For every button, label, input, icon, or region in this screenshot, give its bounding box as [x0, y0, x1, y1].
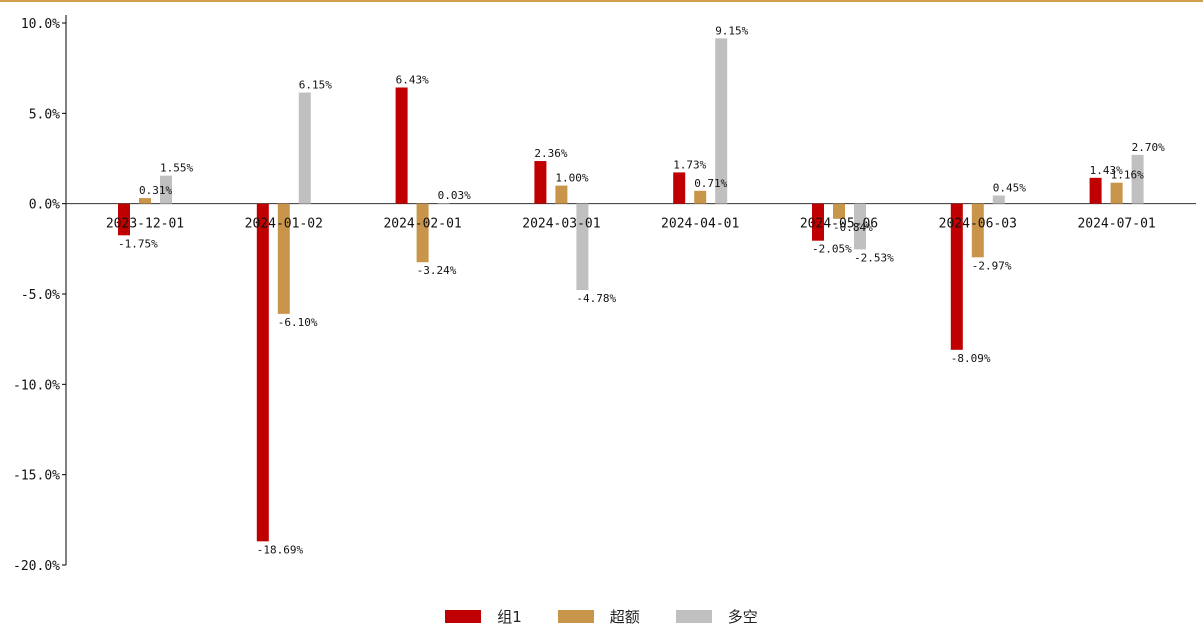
- data-label: 6.15%: [299, 79, 332, 92]
- data-label: 0.31%: [139, 184, 172, 197]
- data-label: -4.78%: [576, 292, 616, 305]
- axes: 10.0% 5.0% 0.0% -5.0% -10.0% -15.0% -20.0%: [13, 15, 1196, 574]
- legend-item-series-2: 超额: [557, 606, 640, 627]
- bar-1-2024-07-01: [1089, 177, 1102, 204]
- bar-2-2023-12-01: [139, 198, 151, 204]
- bar-1-2024-06-03: [950, 203, 963, 350]
- data-labels: -1.75% 0.31% 1.55% -18.69% -6.10% 6.15% 6.43% -…: [118, 24, 1165, 556]
- bar-3-2024-01-02: [298, 92, 311, 204]
- legend-label-series-2: 超额: [609, 607, 640, 626]
- data-label: 6.43%: [396, 73, 429, 86]
- category-labels: 2023-12-01 2024-01-02 2024-02-01 2024-03-01…: [106, 217, 1156, 232]
- y-tick-label: 10.0%: [21, 17, 60, 32]
- bar-1-2024-02-01: [395, 87, 408, 204]
- x-category-label: 2024-03-01: [522, 217, 600, 232]
- data-label: -0.84%: [833, 221, 873, 234]
- data-label: 1.73%: [673, 158, 706, 171]
- bar-3-2024-02-01: [437, 203, 450, 204]
- legend-item-series-3: 多空: [675, 606, 758, 627]
- x-category-label: 2024-04-01: [661, 217, 739, 232]
- legend-label-series-1: 组1: [497, 607, 522, 626]
- data-label: 1.16%: [1111, 169, 1144, 182]
- data-label: -2.97%: [972, 259, 1012, 272]
- bars-group: [118, 38, 1144, 542]
- data-label: 1.55%: [160, 162, 193, 175]
- bar-2-2024-01-02: [277, 203, 290, 314]
- data-label: 1.00%: [555, 172, 588, 185]
- legend-item-series-1: 组1: [445, 606, 522, 627]
- bar-3-2024-07-01: [1131, 154, 1144, 204]
- data-label: -2.53%: [854, 251, 894, 264]
- legend: 组1 超额 多空: [0, 604, 1203, 628]
- data-label: 2.36%: [534, 147, 567, 160]
- bar-3-2023-12-01: [160, 175, 172, 204]
- bar-3-2024-04-01: [715, 38, 728, 204]
- legend-label-series-3: 多空: [727, 607, 758, 626]
- data-label: 1.43%: [1090, 164, 1123, 177]
- bar-2-2024-05-06: [833, 203, 845, 219]
- data-label: 0.71%: [694, 177, 727, 190]
- x-category-label: 2023-12-01: [106, 217, 184, 232]
- data-label: -8.09%: [951, 352, 991, 365]
- y-tick-label: -5.0%: [21, 288, 60, 303]
- top-rule: [0, 0, 1203, 2]
- y-tick-label: -20.0%: [13, 559, 60, 574]
- y-tick-label: -10.0%: [13, 378, 60, 393]
- x-category-label: 2024-02-01: [383, 217, 461, 232]
- bar-2-2024-06-03: [971, 203, 984, 258]
- bar-chart: 10.0% 5.0% 0.0% -5.0% -10.0% -15.0% -20.0% 202…: [13, 15, 1196, 574]
- bar-2-2024-04-01: [694, 190, 707, 204]
- bar-1-2024-04-01: [673, 172, 686, 204]
- legend-swatch-series-3: [675, 609, 712, 623]
- bar-1-2024-01-02: [256, 203, 269, 542]
- data-label: 2.70%: [1132, 141, 1165, 154]
- bar-2-2024-07-01: [1110, 182, 1123, 204]
- bar-1-2024-03-01: [534, 161, 547, 204]
- data-label: 9.15%: [715, 24, 748, 37]
- legend-swatch-series-1: [445, 609, 482, 623]
- x-category-label: 2024-01-02: [245, 217, 323, 232]
- x-category-label: 2024-07-01: [1077, 217, 1155, 232]
- data-label: 0.45%: [993, 182, 1026, 195]
- bar-2-2024-03-01: [555, 185, 568, 204]
- bar-2-2024-02-01: [416, 203, 429, 263]
- bar-3-2024-05-06: [854, 203, 866, 250]
- bar-3-2024-03-01: [576, 203, 589, 291]
- data-label: -18.69%: [257, 543, 304, 556]
- data-label: 0.03%: [438, 189, 471, 202]
- data-label: -2.05%: [812, 243, 852, 256]
- y-tick-label: 5.0%: [29, 107, 60, 122]
- bar-1-2023-12-01: [118, 203, 130, 236]
- x-category-label: 2024-05-06: [800, 217, 878, 232]
- y-tick-label: -15.0%: [13, 469, 60, 484]
- data-label: -6.10%: [278, 316, 318, 329]
- legend-swatch-series-2: [557, 609, 594, 623]
- y-tick-label: 0.0%: [29, 198, 60, 213]
- bar-3-2024-06-03: [992, 195, 1005, 204]
- bar-1-2024-05-06: [812, 203, 824, 241]
- data-label: -1.75%: [118, 237, 158, 250]
- x-category-label: 2024-06-03: [939, 217, 1017, 232]
- data-label: -3.24%: [417, 264, 457, 277]
